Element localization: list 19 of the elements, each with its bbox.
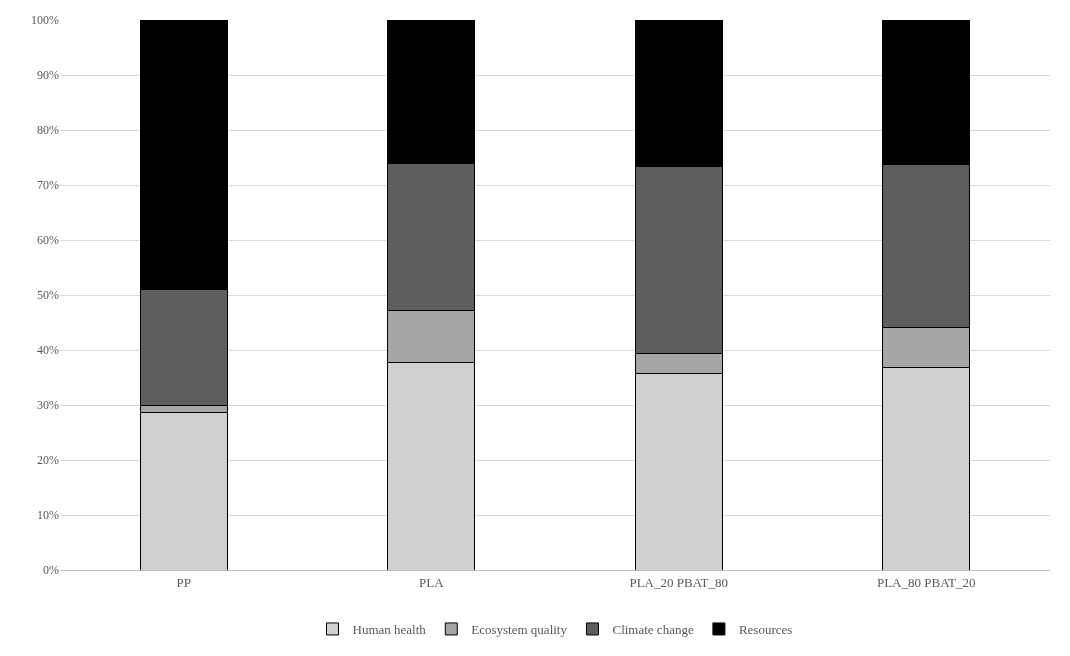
y-tick-label: 90% [37,68,59,83]
y-tick-label: 60% [37,233,59,248]
legend-label: Climate change [612,622,694,638]
y-tick-label: 10% [37,508,59,523]
y-tick-label: 80% [37,123,59,138]
x-tick-label: PLA_20 PBAT_80 [629,574,729,590]
y-tick-label: 70% [37,178,59,193]
x-tick-label: PP [176,574,191,590]
y-tick-label: 20% [37,453,59,468]
y-tick-label: 100% [31,13,59,28]
y-tick-label: 40% [37,343,59,358]
legend-label: Resources [738,622,793,638]
x-tick-label: PLA [418,574,445,590]
y-tick-label: 30% [37,398,59,413]
legend-label: Ecosystem quality [471,622,568,638]
x-tick-label: PLA_80 PBAT_20 [876,574,976,590]
y-tick-label: 0% [43,563,59,578]
y-tick-label: 50% [37,288,59,303]
legend-label: Human health [352,622,427,638]
